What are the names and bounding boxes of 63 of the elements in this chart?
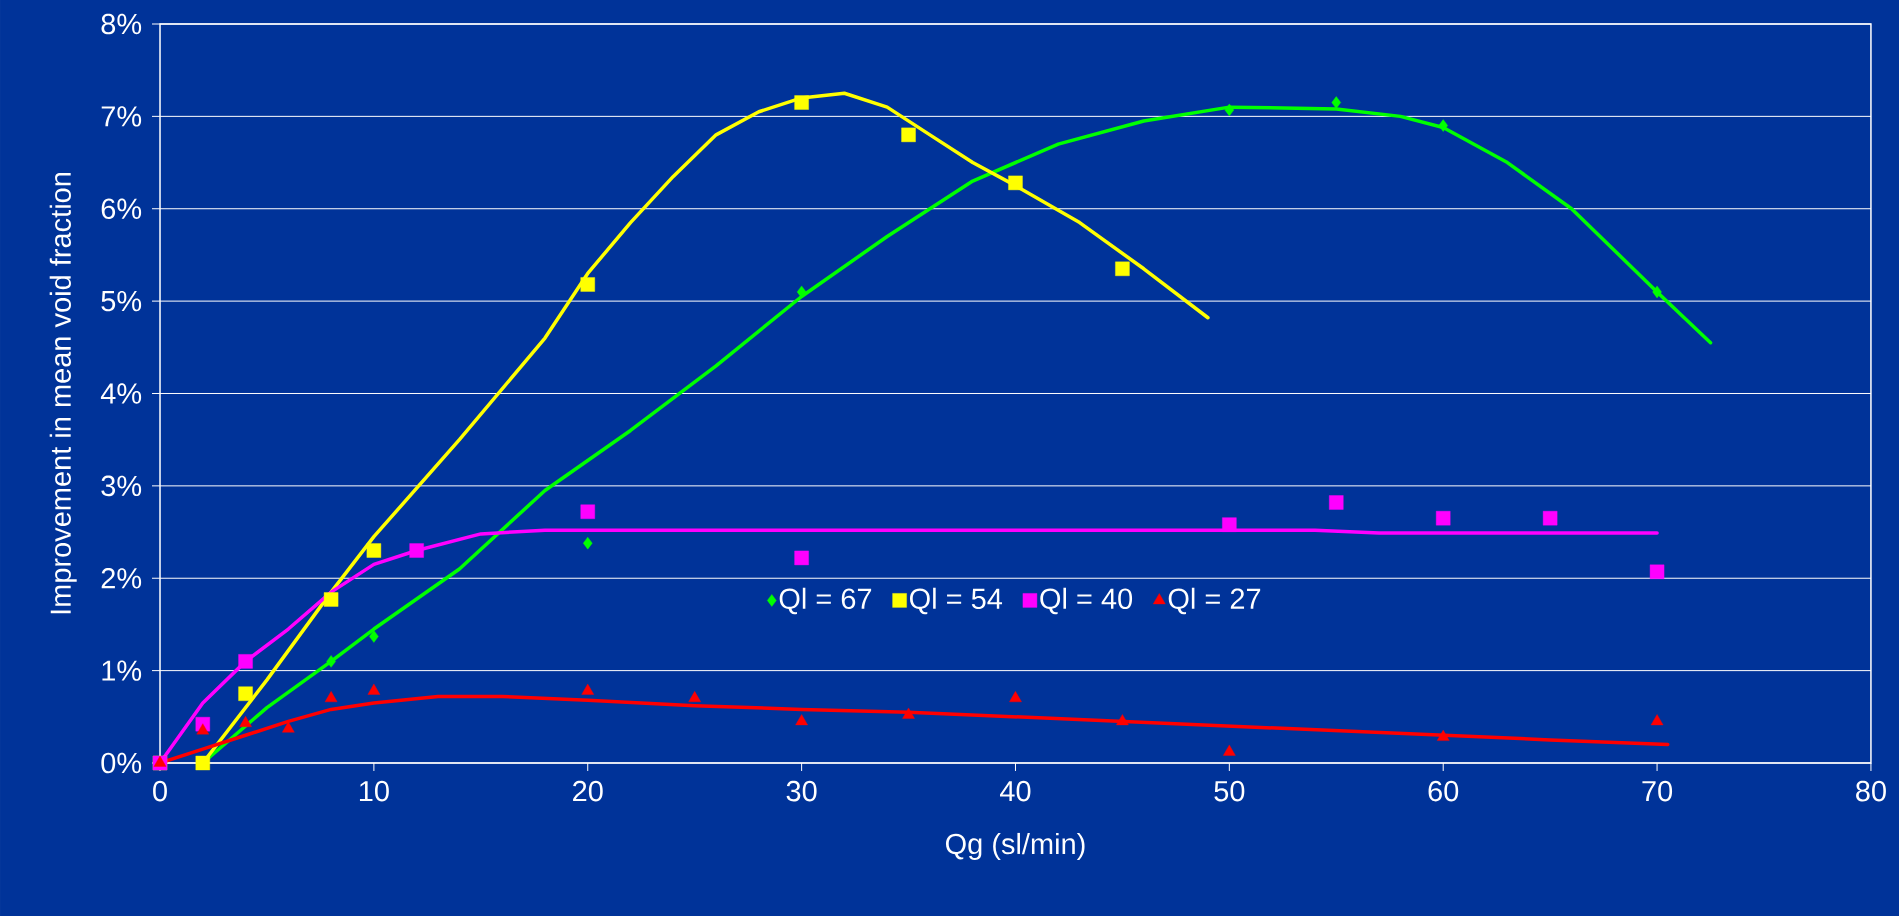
legend-label: Ql = 27 (1168, 587, 1261, 615)
x-tick-label: 80 (1856, 780, 1886, 802)
x-tick-label: 40 (1000, 780, 1031, 802)
point (794, 550, 809, 566)
point (195, 755, 210, 771)
x-tick-label: 60 (1428, 780, 1459, 802)
y-tick-label: 8% (101, 13, 142, 35)
point (1223, 744, 1236, 756)
point (326, 655, 336, 668)
y-tick-label: 4% (100, 383, 142, 404)
y-tick-label: 7% (101, 106, 142, 127)
point (794, 95, 809, 110)
y-tick-label: 1% (102, 660, 142, 681)
point (1331, 96, 1341, 109)
point (1329, 495, 1344, 510)
point (1652, 285, 1662, 299)
x-tick-label: 30 (786, 780, 817, 802)
point (1224, 103, 1235, 117)
point (239, 716, 252, 727)
x-tick-label: 10 (359, 780, 389, 802)
point (1436, 511, 1451, 526)
point (323, 592, 339, 607)
legend-label: Ql = 54 (909, 587, 1003, 615)
point (1438, 119, 1448, 132)
y-axis-title: Improvement in mean void fraction (49, 173, 77, 614)
x-axis-title: Qg (sl/min) (945, 832, 1085, 860)
x-tick-label: 70 (1642, 780, 1673, 802)
point (1115, 261, 1130, 276)
point (580, 504, 595, 519)
point (367, 683, 381, 695)
legend-label: Ql = 40 (1040, 587, 1133, 615)
point (196, 723, 210, 735)
point (1116, 714, 1129, 726)
point (688, 691, 701, 703)
point (583, 536, 593, 550)
point (409, 543, 424, 558)
x-tick-label: 50 (1214, 780, 1245, 802)
y-tick-label: 5% (101, 290, 142, 312)
point (1542, 511, 1558, 526)
point (238, 654, 253, 669)
point (1649, 564, 1665, 579)
point (580, 277, 595, 292)
y-tick-label: 6% (101, 198, 142, 220)
y-tick-label: 0% (101, 752, 142, 774)
point (324, 691, 338, 703)
point (238, 686, 253, 701)
legend-label: Ql = 67 (779, 587, 872, 615)
point (366, 543, 382, 558)
y-tick-label: 3% (101, 475, 142, 497)
x-tick-label: 20 (573, 780, 603, 802)
point (1009, 691, 1022, 703)
y-tick-label: 2% (101, 568, 142, 589)
point (1222, 517, 1237, 532)
point (901, 127, 916, 143)
point (153, 755, 167, 767)
point (1436, 729, 1450, 741)
x-tick-label: 0 (153, 780, 167, 802)
point (369, 630, 379, 643)
point (795, 714, 808, 726)
point (1008, 175, 1023, 191)
point (581, 683, 595, 695)
point (1650, 714, 1664, 726)
point (902, 707, 915, 719)
